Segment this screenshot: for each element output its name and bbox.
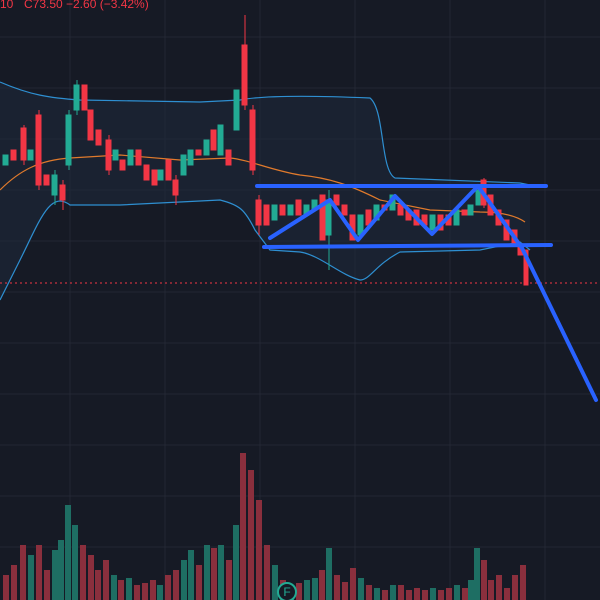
header-open: 10 [0, 0, 14, 11]
moving-average [0, 154, 526, 223]
event-badge[interactable] [277, 582, 297, 600]
band-lower [0, 199, 531, 301]
event-badge-label[interactable]: F [283, 585, 290, 599]
volume-bars [3, 453, 526, 600]
band-upper [0, 81, 531, 186]
pattern-drawing [255, 184, 598, 402]
header-change: −2.60 (−3.42%) [66, 0, 149, 11]
header-close: C73.50 [24, 0, 63, 11]
